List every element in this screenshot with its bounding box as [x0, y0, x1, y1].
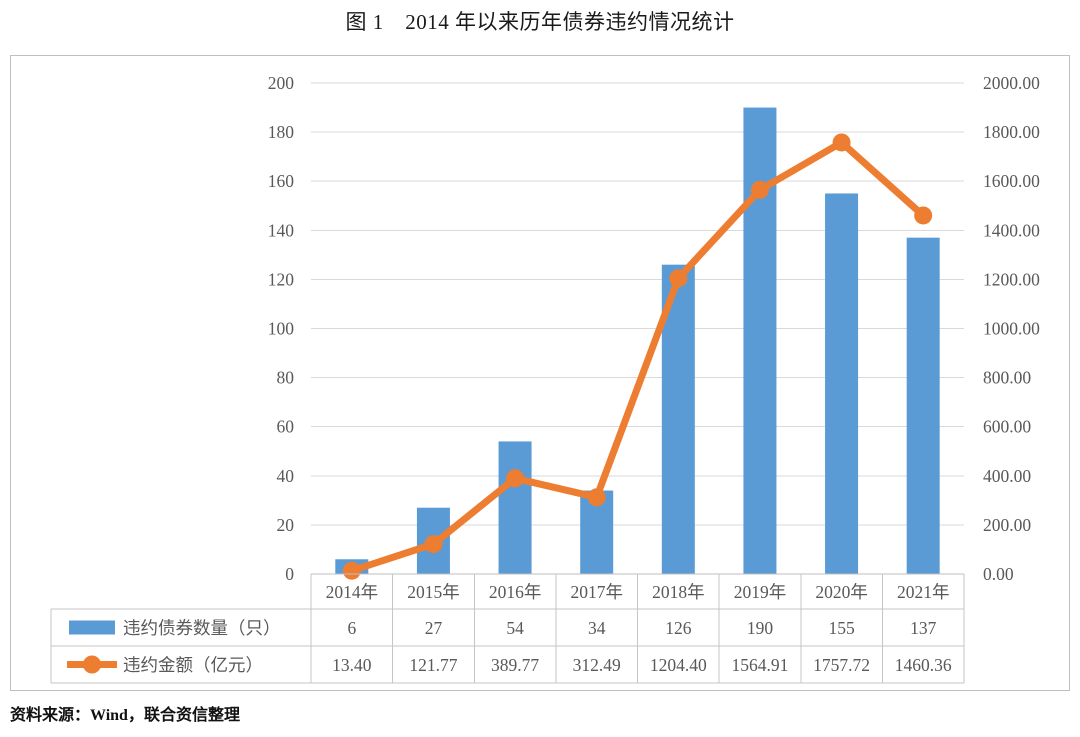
table-value-bar: 126	[665, 618, 692, 638]
right-axis-tick: 0.00	[983, 564, 1014, 584]
table-value-line: 1460.36	[895, 655, 952, 675]
table-value-bar: 190	[747, 618, 774, 638]
bar-2019年	[743, 107, 777, 575]
table-value-line: 389.77	[491, 655, 539, 675]
left-axis-tick: 60	[277, 417, 295, 437]
right-axis-tick: 1400.00	[983, 220, 1040, 240]
bar-2016年	[498, 441, 532, 574]
right-axis-tick: 1600.00	[983, 171, 1040, 191]
table-value-bar: 6	[347, 618, 356, 638]
right-axis-tick: 2000.00	[983, 73, 1040, 93]
left-axis-tick: 140	[268, 220, 295, 240]
table-value-line: 312.49	[573, 655, 621, 675]
category-label: 2015年	[407, 582, 460, 602]
category-label: 2017年	[570, 582, 623, 602]
gridlines	[311, 82, 964, 526]
bar-2021年	[906, 237, 940, 575]
right-axis-tick: 1800.00	[983, 122, 1040, 142]
chart-title: 图 1 2014 年以来历年债券违约情况统计	[345, 10, 735, 34]
left-axis-tick: 200	[268, 73, 295, 93]
table-value-line: 1757.72	[813, 655, 870, 675]
right-axis-tick: 800.00	[983, 368, 1031, 388]
line-marker-2017年	[587, 488, 606, 507]
category-label: 2016年	[489, 582, 542, 602]
line-marker-2014年	[342, 561, 361, 580]
category-label: 2018年	[652, 582, 705, 602]
table-value-line: 1204.40	[650, 655, 707, 675]
table-value-bar: 155	[828, 618, 855, 638]
left-axis-tick: 180	[268, 122, 295, 142]
category-label: 2014年	[326, 582, 379, 602]
data-table-grid	[50, 574, 965, 684]
table-value-bar: 137	[910, 618, 937, 638]
right-axis-tick: 1000.00	[983, 319, 1040, 339]
left-axis-tick: 120	[268, 269, 295, 289]
line-marker-2020年	[832, 133, 851, 152]
left-axis-tick: 160	[268, 171, 295, 191]
left-axis-tick: 100	[268, 319, 295, 339]
line-marker-icon	[83, 655, 101, 674]
bar-series	[335, 107, 940, 575]
table-value-bar: 54	[506, 618, 524, 638]
right-axis-tick: 400.00	[983, 466, 1031, 486]
table-value-line: 121.77	[409, 655, 457, 675]
left-axis-tick: 0	[285, 564, 294, 584]
left-axis-tick: 20	[277, 515, 295, 535]
table-value-bar: 34	[588, 618, 606, 638]
line-marker-2019年	[750, 180, 769, 199]
line-marker-2015年	[424, 535, 443, 554]
chart-svg: 0204060801001201401601802000.00200.00400…	[50, 73, 1040, 684]
line-marker-2021年	[914, 206, 933, 225]
legend-label-bar: 违约债券数量（只）	[123, 618, 281, 638]
bar-swatch-icon	[69, 620, 115, 635]
table-value-bar: 27	[425, 618, 443, 638]
table-value-line: 1564.91	[732, 655, 789, 675]
legend-label-line: 违约金额（亿元）	[123, 655, 263, 675]
category-label: 2019年	[734, 582, 787, 602]
left-axis-tick: 80	[277, 368, 295, 388]
right-axis-tick: 1200.00	[983, 269, 1040, 289]
right-axis-tick: 200.00	[983, 515, 1031, 535]
category-label: 2021年	[897, 582, 950, 602]
source-note: 资料来源：Wind，联合资信整理	[10, 707, 240, 724]
line-marker-2018年	[669, 269, 688, 288]
line-marker-2016年	[506, 469, 525, 488]
right-axis-tick: 600.00	[983, 417, 1031, 437]
left-axis-tick: 40	[277, 466, 295, 486]
category-label: 2020年	[815, 582, 868, 602]
table-value-line: 13.40	[332, 655, 372, 675]
bar-2020年	[825, 193, 859, 574]
chart-frame: 0 20 40 60 80 100 120 140 160 180 200 0.00 200.00 400…	[10, 55, 1070, 691]
line-series	[348, 138, 927, 575]
